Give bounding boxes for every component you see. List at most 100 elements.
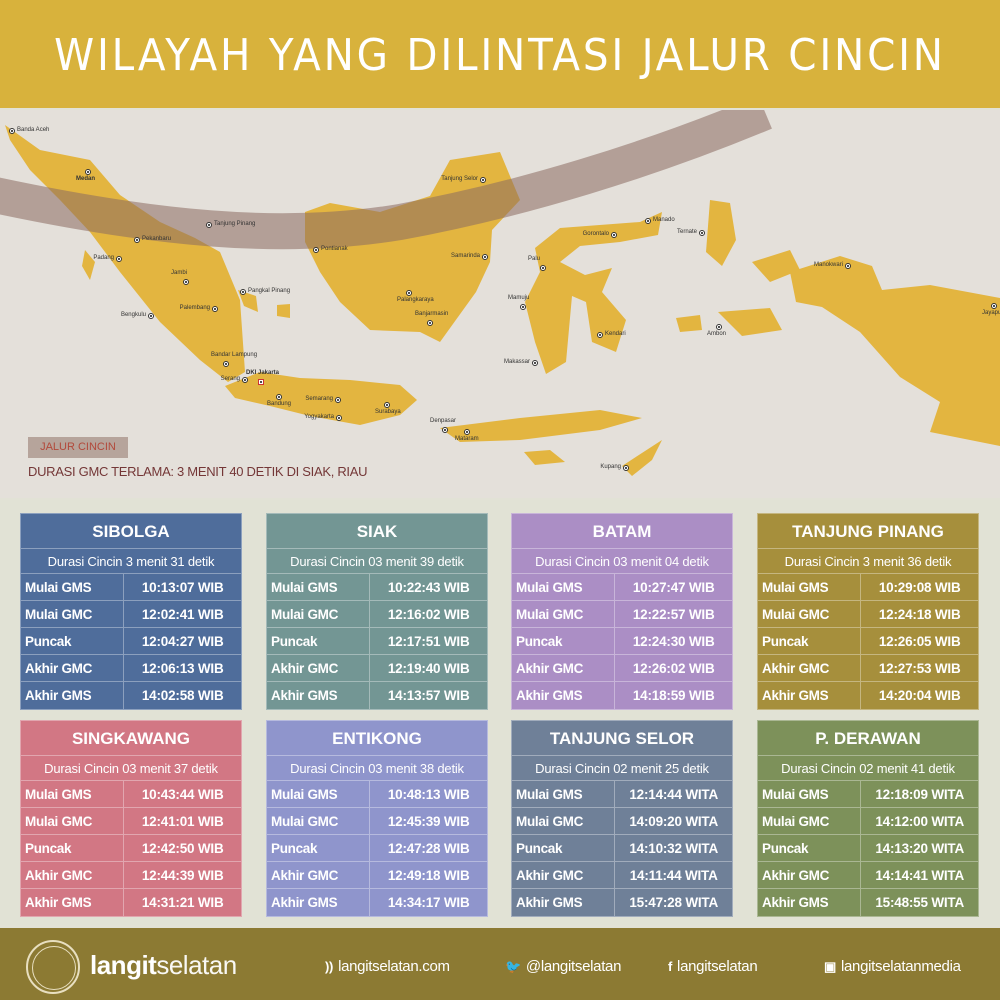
table-row: Puncak 12:26:05 WIB [758, 628, 978, 655]
phase-time: 12:26:02 WIB [632, 661, 715, 676]
table-row: Puncak 12:17:51 WIB [267, 628, 487, 655]
phase-label: Mulai GMC [267, 808, 371, 834]
city-label: Pangkal Pinang [248, 288, 291, 294]
phase-time: 12:18:09 WITA [875, 787, 965, 802]
phase-label: Puncak [267, 628, 371, 654]
location-name: ENTIKONG [267, 721, 487, 756]
sumba [524, 450, 565, 465]
city-label: Denpasar [430, 418, 457, 424]
phase-label: Mulai GMS [512, 574, 616, 600]
table-row: Mulai GMS 10:43:44 WIB [21, 781, 241, 808]
phase-label: Puncak [512, 835, 616, 861]
table-row: Akhir GMS 14:34:17 WIB [267, 889, 487, 916]
java [225, 372, 417, 425]
phase-time: 14:13:57 WIB [387, 688, 470, 703]
table-row: Puncak 14:10:32 WITA [512, 835, 732, 862]
phase-time: 10:13:07 WIB [141, 580, 224, 595]
city-marker-icon [406, 290, 412, 296]
indonesia-map: Banda Aceh Medan Tanjung Pinang Pekanbaru Pa… [0, 110, 1000, 498]
phase-time: 12:27:53 WIB [878, 661, 961, 676]
table-row: Akhir GMC 14:14:41 WITA [758, 862, 978, 889]
table-row: Mulai GMS 10:22:43 WIB [267, 574, 487, 601]
city-label: Mataram [455, 436, 479, 442]
phase-time: 14:10:32 WITA [629, 841, 719, 856]
city-marker-icon [148, 313, 154, 319]
phase-label: Mulai GMS [758, 574, 862, 600]
table-row: Mulai GMC 12:22:57 WIB [512, 601, 732, 628]
phase-label: Puncak [758, 835, 862, 861]
phase-label: Akhir GMC [267, 862, 371, 888]
city-label: Banjarmasin [415, 311, 449, 317]
social-link-instagram[interactable]: ▣ langitselatanmedia [824, 958, 961, 975]
location-name: SIAK [267, 514, 487, 549]
phase-time: 12:49:18 WIB [387, 868, 470, 883]
city-marker-icon [223, 361, 229, 367]
city-marker-icon [623, 465, 629, 471]
sulawesi [525, 212, 662, 374]
phase-label: Akhir GMC [21, 655, 125, 681]
table-row: Mulai GMC 14:12:00 WITA [758, 808, 978, 835]
phase-time: 14:02:58 WIB [141, 688, 224, 703]
phase-label: Mulai GMC [758, 808, 862, 834]
city-label: Manokwari [813, 262, 843, 268]
phase-time: 10:27:47 WIB [632, 580, 715, 595]
city-marker-icon [183, 279, 189, 285]
city-marker-icon [242, 377, 248, 383]
social-link-facebook[interactable]: f langitselatan [668, 958, 758, 975]
city-label: DKI Jakarta [246, 370, 280, 376]
location-name: TANJUNG PINANG [758, 514, 978, 549]
city-marker-icon [611, 232, 617, 238]
table-row: Akhir GMC 12:19:40 WIB [267, 655, 487, 682]
city-label: Palangkaraya [397, 297, 434, 303]
city-marker-icon [482, 254, 488, 260]
phase-label: Akhir GMS [758, 889, 862, 916]
city-label: Tanjung Selor [441, 176, 478, 182]
city-marker-icon [540, 265, 546, 271]
city-marker-icon [532, 360, 538, 366]
table-row: Akhir GMS 14:31:21 WIB [21, 889, 241, 916]
table-row: Mulai GMS 10:27:47 WIB [512, 574, 732, 601]
location-table: SIAK Durasi Cincin 03 menit 39 detik Mulai… [266, 513, 488, 710]
table-row: Mulai GMC 12:45:39 WIB [267, 808, 487, 835]
city-label: Serang [220, 376, 240, 382]
phase-time: 14:11:44 WITA [629, 868, 718, 883]
legend-ring-path: JALUR CINCIN [28, 437, 128, 458]
social-link-label: langitselatan.com [338, 958, 450, 975]
phase-label: Mulai GMC [21, 601, 125, 627]
phase-time: 12:06:13 WIB [141, 661, 224, 676]
phase-label: Mulai GMS [267, 781, 371, 807]
city-label: Jambi [171, 270, 188, 276]
social-link-rss[interactable]: )) langitselatan.com [325, 958, 450, 975]
phase-label: Mulai GMC [758, 601, 862, 627]
city-marker-icon [336, 415, 342, 421]
social-link-twitter[interactable]: 🐦 @langitselatan [505, 958, 621, 975]
city-label: Banda Aceh [17, 127, 50, 133]
ring-duration: Durasi Cincin 03 menit 04 detik [512, 549, 732, 574]
table-row: Puncak 12:04:27 WIB [21, 628, 241, 655]
table-row: Puncak 12:47:28 WIB [267, 835, 487, 862]
phase-time: 14:12:00 WITA [875, 814, 965, 829]
phase-label: Puncak [758, 628, 862, 654]
phase-time: 12:14:44 WITA [629, 787, 719, 802]
table-row: Puncak 14:13:20 WITA [758, 835, 978, 862]
location-table: BATAM Durasi Cincin 03 menit 04 detik Mula… [511, 513, 733, 710]
city-marker-icon [240, 289, 246, 295]
city-label: Ternate [676, 229, 697, 235]
phase-label: Akhir GMC [267, 655, 371, 681]
footer: langitselatan )) langitselatan.com 🐦 @langi… [0, 928, 1000, 1000]
city-label: Semarang [305, 396, 333, 402]
city-marker-icon [645, 218, 651, 224]
phase-label: Mulai GMC [512, 808, 616, 834]
phase-label: Akhir GMS [512, 682, 616, 709]
phase-time: 12:22:57 WIB [632, 607, 715, 622]
ring-duration: Durasi Cincin 03 menit 38 detik [267, 756, 487, 781]
city-label: Tanjung Pinang [214, 221, 256, 227]
phase-time: 14:34:17 WIB [387, 895, 470, 910]
city-label: Ambon [707, 331, 727, 337]
phase-time: 12:24:18 WIB [878, 607, 961, 622]
phase-time: 15:48:55 WITA [875, 895, 965, 910]
phase-label: Akhir GMS [21, 682, 125, 709]
location-name: SINGKAWANG [21, 721, 241, 756]
city-marker-icon [716, 324, 722, 330]
location-name: TANJUNG SELOR [512, 721, 732, 756]
